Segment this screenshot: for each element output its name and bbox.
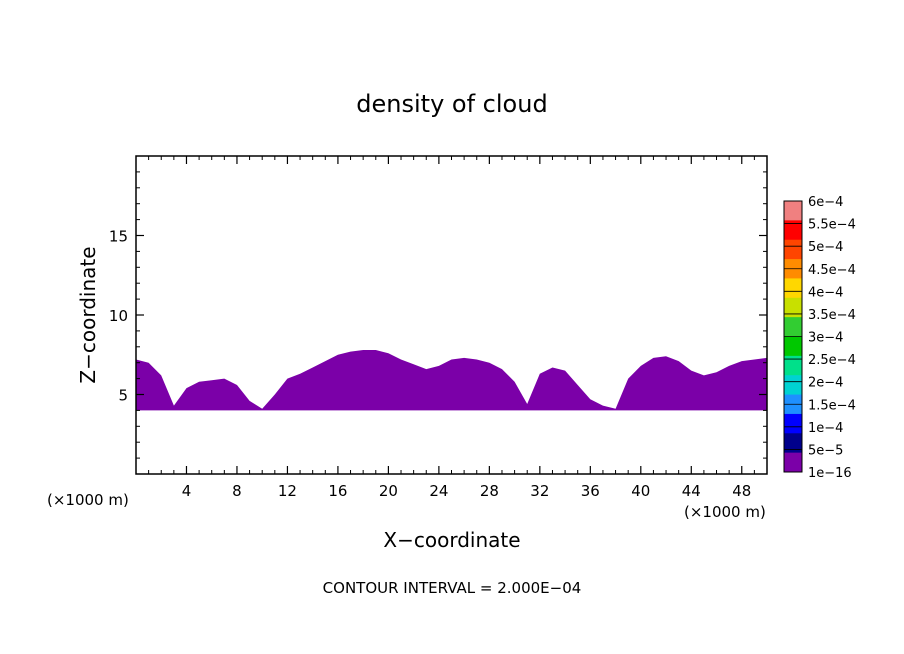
chart-title: density of cloud (356, 90, 547, 118)
x-tick-label: 8 (232, 482, 242, 500)
y-axis-label: Z−coordinate (76, 246, 100, 383)
x-tick-label: 16 (328, 482, 347, 500)
x-unit-label-left: (×1000 m) (47, 491, 129, 509)
x-tick-label: 44 (682, 482, 701, 500)
colorbar-label: 3.5e−4 (808, 308, 856, 323)
x-tick-label: 32 (530, 482, 549, 500)
x-tick-label: 20 (379, 482, 398, 500)
colorbar-swatch (784, 317, 802, 337)
x-tick-label: 28 (480, 482, 499, 500)
colorbar-swatch (784, 336, 802, 357)
colorbar-swatch (784, 239, 802, 260)
colorbar-swatch (784, 375, 802, 396)
colorbar-swatch (784, 433, 802, 454)
colorbar: 6e−4 5.5e−4 5e−4 4.5e−4 4e−4 3.5e−4 3e−4 2.5e−4… (783, 195, 856, 481)
colorbar-swatch (784, 452, 802, 473)
colorbar-label: 3e−4 (808, 331, 843, 346)
colorbar-swatch (784, 355, 802, 376)
colorbar-label: 4e−4 (808, 285, 843, 300)
contour-interval-note: CONTOUR INTERVAL = 2.000E−04 (323, 579, 582, 597)
y-tick-label: 10 (109, 307, 128, 325)
colorbar-label: 5e−4 (808, 240, 843, 255)
colorbar-swatch (784, 297, 802, 318)
x-tick-label: 48 (732, 482, 751, 500)
colorbar-swatch (784, 220, 802, 241)
colorbar-label: 5.5e−4 (808, 218, 856, 233)
plot-frame (135, 155, 768, 475)
x-axis-label: X−coordinate (383, 528, 520, 552)
plot-area (136, 350, 767, 411)
cloud-region (136, 350, 767, 411)
colorbar-label: 5e−5 (808, 443, 843, 458)
x-tick-label: 40 (631, 482, 650, 500)
colorbar-label: 2.5e−4 (808, 353, 856, 368)
colorbar-label: 6e−4 (808, 195, 843, 210)
colorbar-label: 2e−4 (808, 376, 843, 391)
colorbar-swatch (784, 278, 802, 299)
x-tick-label: 36 (581, 482, 600, 500)
colorbar-label: 1e−4 (808, 421, 843, 436)
colorbar-label: 1e−16 (808, 466, 852, 481)
x-unit-label-right: (×1000 m) (684, 503, 766, 521)
colorbar-label: 4.5e−4 (808, 263, 856, 278)
y-tick-label: 15 (109, 228, 128, 246)
colorbar-swatch (784, 413, 802, 434)
x-tick-label: 4 (182, 482, 192, 500)
colorbar-label: 1.5e−4 (808, 398, 856, 413)
x-tick-label: 12 (278, 482, 297, 500)
colorbar-swatch (784, 201, 802, 221)
y-tick-label: 5 (118, 387, 128, 405)
x-tick-label: 24 (429, 482, 448, 500)
